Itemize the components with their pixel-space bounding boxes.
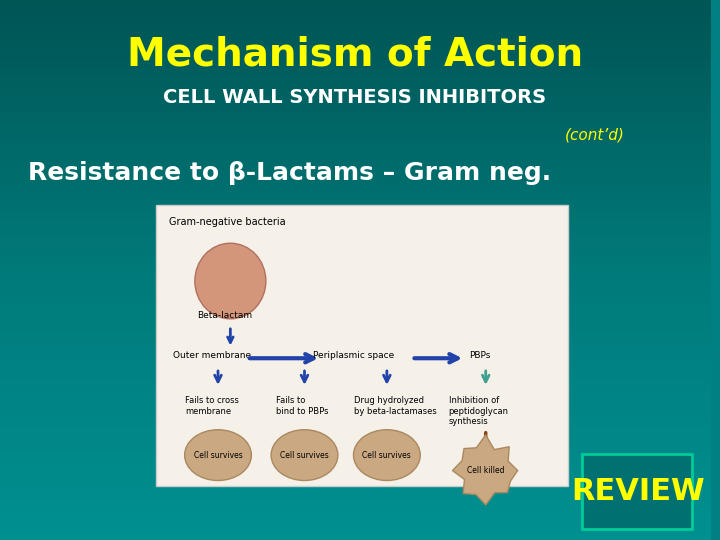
Text: Fails to cross
membrane: Fails to cross membrane — [185, 396, 239, 416]
Text: (cont’d): (cont’d) — [565, 127, 625, 143]
Text: Inhibition of
peptidoglycan
synthesis: Inhibition of peptidoglycan synthesis — [449, 396, 508, 426]
FancyBboxPatch shape — [156, 205, 568, 486]
Text: Cell survives: Cell survives — [280, 450, 329, 460]
Text: Cell survives: Cell survives — [194, 450, 243, 460]
Text: CELL WALL SYNTHESIS INHIBITORS: CELL WALL SYNTHESIS INHIBITORS — [163, 87, 546, 107]
Text: Drug hydrolyzed
by beta-lactamases: Drug hydrolyzed by beta-lactamases — [354, 396, 436, 416]
Text: Fails to
bind to PBPs: Fails to bind to PBPs — [276, 396, 328, 416]
Text: Periplasmic space: Periplasmic space — [312, 351, 394, 360]
Text: Outer membrane: Outer membrane — [173, 351, 251, 360]
Text: PBPs: PBPs — [469, 351, 490, 360]
FancyBboxPatch shape — [582, 454, 693, 529]
Text: REVIEW: REVIEW — [571, 477, 704, 506]
Text: Resistance to β-Lactams – Gram neg.: Resistance to β-Lactams – Gram neg. — [28, 161, 552, 185]
Circle shape — [271, 430, 338, 481]
Polygon shape — [452, 435, 518, 505]
Text: Cell survives: Cell survives — [362, 450, 411, 460]
Text: Gram-negative bacteria: Gram-negative bacteria — [168, 217, 285, 227]
Circle shape — [354, 430, 420, 481]
Text: Mechanism of Action: Mechanism of Action — [127, 35, 583, 73]
Circle shape — [184, 430, 251, 481]
Ellipse shape — [195, 243, 266, 319]
Text: Cell killed: Cell killed — [467, 466, 505, 475]
Text: Beta-lactam: Beta-lactam — [197, 310, 253, 320]
